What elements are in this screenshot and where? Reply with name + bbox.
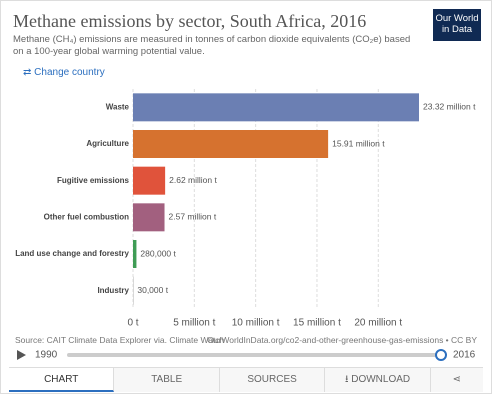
source: Source: CAIT Climate Data Explorer via. … — [15, 335, 225, 345]
category-label: Agriculture — [86, 139, 129, 148]
value-label: 2.57 million t — [169, 212, 217, 222]
plot: 0 t 5 million t 10 million t 15 million t 20… — [15, 89, 476, 329]
category-label: Industry — [97, 286, 129, 295]
value-label: 23.32 million t — [423, 102, 476, 112]
timeline-end: 2016 — [453, 350, 476, 361]
x-tick-label: 10 million t — [232, 318, 280, 329]
tab[interactable]: ⭳ DOWNLOAD — [325, 368, 431, 392]
tab-label[interactable]: DOWNLOAD — [351, 374, 411, 385]
category-label: Land use change and forestry — [15, 249, 129, 258]
tab[interactable]: TABLE — [114, 368, 220, 392]
category-label: Other fuel combustion — [44, 212, 129, 221]
bar — [133, 130, 329, 158]
x-tick-label: 0 t — [127, 318, 138, 329]
tabs: CHART TABLE SOURCES ⭳ DOWNLOAD ⋖ — [9, 367, 483, 392]
bar — [133, 93, 419, 122]
chart-subtitle: Methane (CH₄) emissions are measured in … — [13, 34, 411, 57]
logo[interactable]: Our World in Data — [433, 9, 481, 41]
tab[interactable]: SOURCES — [219, 368, 326, 392]
x-tick-label: 20 million t — [354, 318, 402, 329]
chart-title: Methane emissions by sector, South Afric… — [13, 11, 367, 31]
tab[interactable]: CHART — [9, 368, 115, 392]
value-label: 30,000 t — [137, 285, 168, 295]
bar — [133, 203, 165, 232]
timeline[interactable]: 1990 2016 — [1, 345, 491, 365]
x-tick-label: 15 million t — [293, 318, 341, 329]
category-label: Waste — [106, 102, 130, 111]
value-label: 15.91 million t — [332, 138, 385, 148]
value-label: 2.62 million t — [169, 175, 217, 185]
play-button[interactable] — [17, 350, 26, 360]
change-country-label[interactable]: Change country — [34, 67, 105, 78]
url[interactable]: OurWorldInData.org/co2-and-other-greenho… — [207, 335, 477, 345]
bar — [133, 166, 166, 195]
value-label: 280,000 t — [140, 248, 176, 258]
x-tick-label: 5 million t — [173, 318, 215, 329]
timeline-track[interactable] — [67, 353, 441, 357]
timeline-handle[interactable] — [435, 349, 447, 361]
share-button[interactable]: ⋖ — [430, 368, 483, 392]
bar — [133, 240, 137, 268]
change-country[interactable]: ⇄ Change country — [23, 67, 105, 78]
timeline-start: 1990 — [35, 350, 58, 361]
category-label: Fugitive emissions — [57, 176, 130, 185]
